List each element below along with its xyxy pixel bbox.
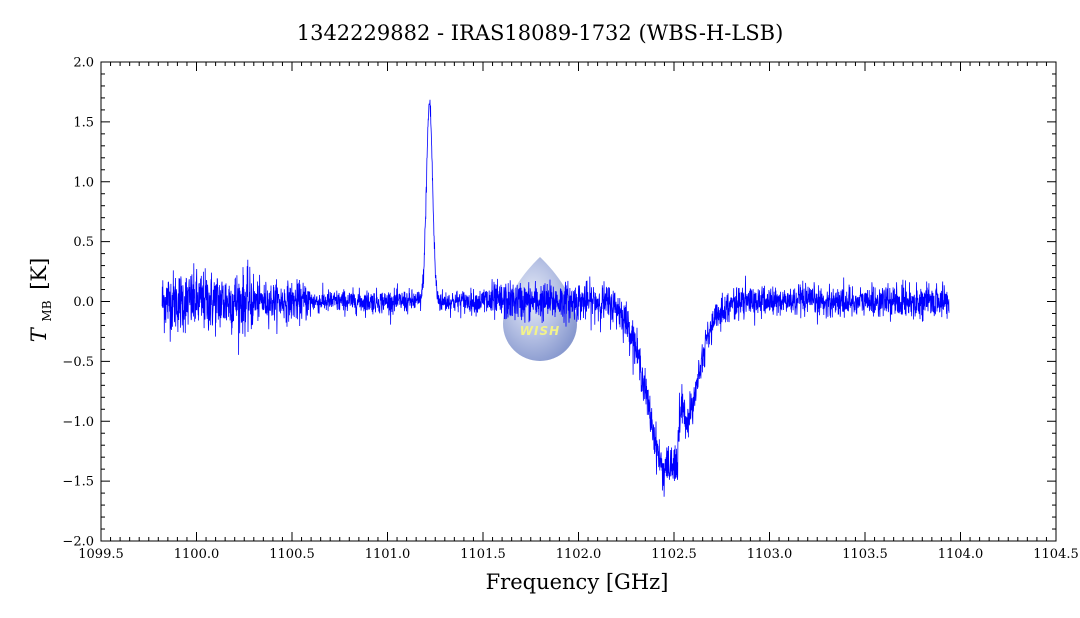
y-tick-label: 0.5	[73, 235, 94, 250]
x-tick-label: 1102.0	[556, 547, 602, 562]
x-axis: 1099.5 1100.0 1100.5 1101.0 1101.5 1102.0 1102…	[78, 62, 1079, 562]
x-tick-label: 1104.0	[938, 547, 984, 562]
wish-watermark-icon: WISH	[503, 257, 577, 361]
y-tick-label: −1.0	[62, 415, 94, 430]
spectrum-line	[161, 99, 950, 497]
x-tick-label: 1101.0	[365, 547, 411, 562]
x-tick-label: 1102.5	[651, 547, 697, 562]
x-tick-label: 1103.0	[747, 547, 793, 562]
x-tick-label: 1104.5	[1033, 547, 1079, 562]
x-tick-label: 1103.5	[842, 547, 888, 562]
x-tick-label: 1100.5	[269, 547, 315, 562]
y-tick-label: −2.0	[62, 535, 94, 550]
y-tick-label: 0.0	[73, 295, 94, 310]
y-axis: −2.0 −1.5 −1.0 −0.5 0.0 0.5 1.0 1.5 2.0	[62, 56, 1056, 550]
y-tick-label: 2.0	[73, 56, 94, 71]
y-tick-label: 1.0	[73, 175, 94, 190]
x-tick-label: 1100.0	[174, 547, 220, 562]
y-label-main: T	[27, 326, 51, 342]
plot-area	[100, 61, 1057, 542]
x-axis-label: Frequency [GHz]	[486, 570, 669, 594]
x-tick-label: 1099.5	[78, 547, 124, 562]
y-tick-label: 1.5	[73, 115, 94, 130]
y-label-sub: MB	[40, 300, 54, 321]
y-axis-label: T MB [K]	[27, 258, 56, 343]
x-tick-label: 1101.5	[460, 547, 506, 562]
y-tick-label: −0.5	[62, 355, 94, 370]
y-label-unit: [K]	[27, 258, 51, 290]
chart-title: 1342229882 - IRAS18089-1732 (WBS-H-LSB)	[297, 21, 784, 45]
svg-text:T MB [K]: T MB [K]	[27, 258, 56, 343]
y-tick-label: −1.5	[62, 475, 94, 490]
watermark-text: WISH	[520, 324, 560, 338]
